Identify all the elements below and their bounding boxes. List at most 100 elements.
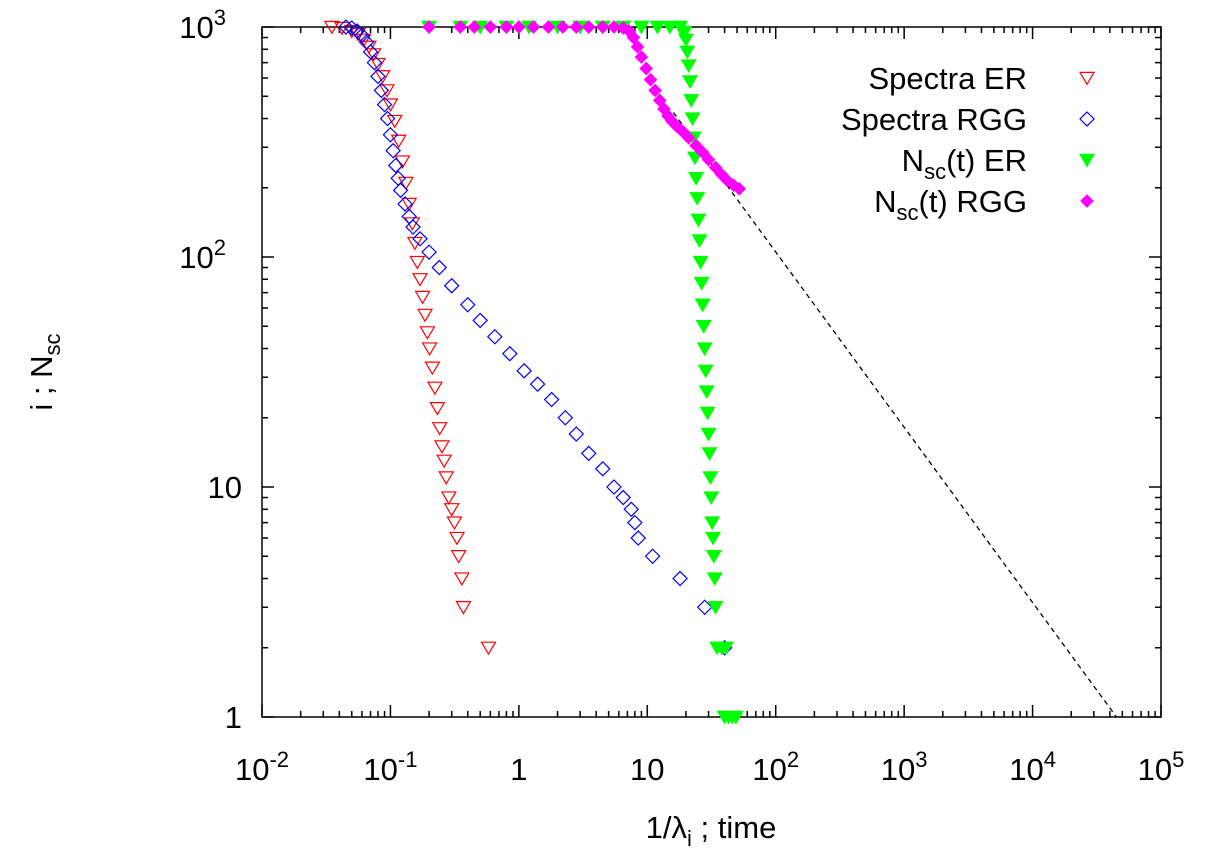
data-point: [382, 98, 399, 113]
plot-area: 10-2 10-1 1 10 102 103 104 105 1 10 102 103: [179, 5, 1184, 787]
data-point: [472, 312, 489, 329]
x-tick-label: 104: [1009, 747, 1056, 787]
data-point: [732, 181, 747, 196]
data-point: [698, 385, 715, 400]
data-point: [684, 112, 701, 127]
x-tick-label: 105: [1138, 747, 1185, 787]
data-point: [595, 20, 610, 34]
data-point: [555, 20, 570, 34]
data-point: [568, 426, 585, 442]
data-point: [702, 471, 719, 485]
data-point: [704, 516, 721, 531]
data-point: [690, 213, 707, 228]
data-point: [679, 45, 696, 60]
y-axis-title: i ; Nsc: [24, 333, 65, 410]
data-point: [701, 152, 716, 167]
data-point: [594, 460, 611, 477]
data-point: [443, 277, 460, 294]
data-point: [373, 82, 390, 99]
data-point: [453, 572, 470, 587]
data-point: [695, 145, 710, 160]
data-point: [569, 20, 584, 34]
data-point: [703, 491, 720, 506]
y-axis-label: i ; Nsc: [24, 333, 65, 410]
data-point: [443, 503, 460, 517]
legend-marker: [1078, 71, 1096, 86]
x-tick-label: 1: [510, 752, 527, 787]
data-point: [431, 422, 448, 436]
data-point: [697, 364, 714, 379]
data-point: [387, 157, 404, 174]
data-point: [422, 20, 436, 34]
data-point: [696, 599, 713, 616]
data-point: [379, 110, 396, 127]
data-point: [691, 234, 708, 248]
data-point: [648, 83, 662, 98]
data-point: [606, 479, 622, 495]
reference-line: [672, 112, 1117, 718]
data-point: [643, 72, 658, 87]
data-point: [708, 160, 723, 175]
data-point: [338, 19, 354, 35]
data-point: [412, 230, 428, 247]
data-point: [486, 328, 503, 345]
data-point: [483, 20, 498, 34]
data-point: [467, 20, 482, 34]
series-1: [323, 20, 497, 656]
data-point: [436, 454, 453, 469]
data-point: [516, 362, 533, 379]
data-point: [401, 197, 418, 212]
data-point: [323, 20, 340, 35]
data-point: [727, 710, 744, 725]
series-4: [422, 20, 747, 196]
data-point: [433, 440, 451, 454]
data-point: [543, 391, 560, 408]
legend-label: Spectra ER: [868, 61, 1027, 96]
data-point: [707, 601, 724, 615]
data-point: [343, 20, 360, 36]
data-point: [557, 409, 574, 426]
data-point: [623, 501, 640, 518]
x-tick-labels: 10-2 10-1 1 10 102 103 104 105: [235, 747, 1184, 787]
plot-frame: [261, 26, 1162, 718]
data-point: [700, 427, 717, 442]
data-point: [421, 244, 437, 260]
data-point: [419, 326, 436, 340]
data-point: [392, 182, 409, 199]
data-point: [672, 570, 688, 587]
data-point: [720, 173, 735, 188]
x-tick-label: 103: [881, 747, 928, 787]
x-tick-label: 10: [630, 752, 664, 787]
data-point: [607, 20, 621, 34]
data-point: [717, 641, 735, 656]
data-point: [683, 94, 700, 108]
y-tick-label: 1: [225, 700, 242, 735]
data-point: [689, 192, 706, 206]
data-point: [450, 550, 467, 564]
data-point: [390, 170, 407, 187]
data-point: [429, 402, 446, 416]
data-point: [501, 345, 518, 362]
data-point: [649, 20, 666, 35]
data-point: [512, 20, 526, 34]
data-point: [677, 33, 694, 48]
data-point: [378, 84, 396, 98]
series-3: [421, 20, 744, 725]
data-point: [406, 236, 423, 251]
data-point: [630, 39, 645, 54]
data-point: [416, 308, 434, 323]
data-point: [397, 176, 414, 191]
y-tick-label: 102: [179, 235, 226, 275]
data-point: [661, 20, 678, 35]
data-point: [639, 61, 654, 76]
data-point: [409, 255, 426, 270]
data-point: [581, 20, 596, 34]
data-point: [390, 134, 407, 149]
data-point: [366, 54, 383, 71]
data-point: [414, 290, 431, 305]
data-point: [634, 50, 649, 64]
legend-marker: [1079, 111, 1095, 127]
data-point: [446, 516, 463, 531]
data-point: [541, 20, 556, 34]
